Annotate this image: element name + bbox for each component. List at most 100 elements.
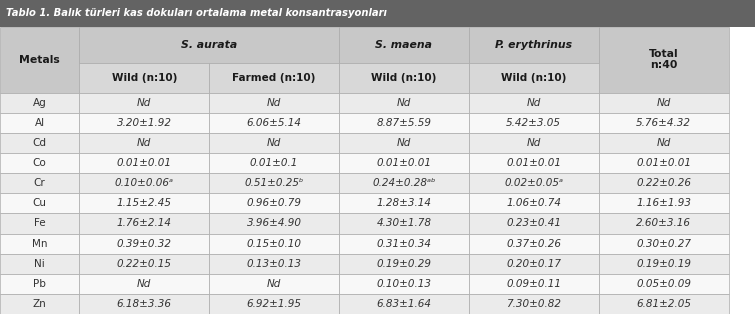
Bar (599, 113, 729, 133)
Bar (79, 193, 209, 214)
Bar (469, 63, 599, 93)
Bar (209, 63, 339, 93)
Text: 0.31±0.34: 0.31±0.34 (377, 239, 431, 249)
Bar (0, 27, 79, 93)
Bar (0, 153, 79, 173)
Bar (469, 294, 599, 314)
Text: Farmed (n:10): Farmed (n:10) (233, 73, 316, 83)
Text: 0.13±0.13: 0.13±0.13 (247, 259, 301, 269)
Text: 4.30±1.78: 4.30±1.78 (377, 219, 431, 229)
Text: S. maena: S. maena (375, 40, 433, 50)
Text: 0.96±0.79: 0.96±0.79 (247, 198, 301, 208)
Text: 3.20±1.92: 3.20±1.92 (117, 118, 171, 128)
Bar (79, 173, 209, 193)
Bar (339, 274, 469, 294)
Text: 3.96±4.90: 3.96±4.90 (247, 219, 301, 229)
Bar (469, 274, 599, 294)
Text: 0.02±0.05ᵃ: 0.02±0.05ᵃ (504, 178, 563, 188)
Text: 0.22±0.15: 0.22±0.15 (117, 259, 171, 269)
Bar (0, 93, 79, 113)
Bar (209, 113, 339, 133)
Text: 0.15±0.10: 0.15±0.10 (247, 239, 301, 249)
Text: 2.60±3.16: 2.60±3.16 (636, 219, 691, 229)
Bar (0, 133, 79, 153)
Text: 0.10±0.06ᵃ: 0.10±0.06ᵃ (115, 178, 174, 188)
Text: 6.83±1.64: 6.83±1.64 (377, 299, 431, 309)
Bar (209, 274, 339, 294)
Text: Cu: Cu (32, 198, 47, 208)
Text: Nd: Nd (396, 98, 411, 108)
Bar (209, 153, 339, 173)
Text: Wild (n:10): Wild (n:10) (501, 73, 566, 83)
Bar (599, 27, 729, 93)
Bar (209, 133, 339, 153)
Text: 1.16±1.93: 1.16±1.93 (636, 198, 691, 208)
Bar (209, 193, 339, 214)
Text: 5.76±4.32: 5.76±4.32 (636, 118, 691, 128)
Text: 0.37±0.26: 0.37±0.26 (507, 239, 561, 249)
Text: Nd: Nd (526, 98, 541, 108)
Text: 0.05±0.09: 0.05±0.09 (636, 279, 691, 289)
Bar (209, 254, 339, 274)
Bar (0, 294, 79, 314)
Bar (599, 234, 729, 254)
Text: Wild (n:10): Wild (n:10) (112, 73, 177, 83)
Text: Nd: Nd (137, 138, 152, 148)
Bar (469, 27, 599, 63)
Bar (0, 173, 79, 193)
Text: Nd: Nd (656, 138, 671, 148)
Bar (209, 173, 339, 193)
Text: Nd: Nd (137, 98, 152, 108)
Text: 6.81±2.05: 6.81±2.05 (636, 299, 691, 309)
Text: Ag: Ag (32, 98, 47, 108)
Bar (339, 93, 469, 113)
Text: 1.28±3.14: 1.28±3.14 (377, 198, 431, 208)
Bar (0, 274, 79, 294)
Text: 0.19±0.29: 0.19±0.29 (377, 259, 431, 269)
Text: 6.18±3.36: 6.18±3.36 (117, 299, 171, 309)
Bar (0, 234, 79, 254)
Text: 0.22±0.26: 0.22±0.26 (636, 178, 691, 188)
Bar (339, 153, 469, 173)
Text: 5.42±3.05: 5.42±3.05 (507, 118, 561, 128)
Bar (339, 214, 469, 234)
Bar (339, 294, 469, 314)
Text: 0.24±0.28ᵃᵇ: 0.24±0.28ᵃᵇ (372, 178, 436, 188)
Text: 0.51±0.25ᵇ: 0.51±0.25ᵇ (245, 178, 304, 188)
Bar (0, 214, 79, 234)
Bar (339, 113, 469, 133)
Text: 0.09±0.11: 0.09±0.11 (507, 279, 561, 289)
Text: Ni: Ni (34, 259, 45, 269)
Text: Cd: Cd (32, 138, 47, 148)
Bar (209, 234, 339, 254)
Bar (0, 0, 755, 27)
Text: 0.01±0.01: 0.01±0.01 (377, 158, 431, 168)
Bar (79, 254, 209, 274)
Text: Nd: Nd (267, 98, 282, 108)
Text: 6.06±5.14: 6.06±5.14 (247, 118, 301, 128)
Text: 0.30±0.27: 0.30±0.27 (636, 239, 691, 249)
Bar (599, 153, 729, 173)
Bar (209, 294, 339, 314)
Text: 0.01±0.01: 0.01±0.01 (507, 158, 561, 168)
Text: 8.87±5.59: 8.87±5.59 (377, 118, 431, 128)
Text: 0.01±0.01: 0.01±0.01 (117, 158, 171, 168)
Bar (599, 294, 729, 314)
Text: Tablo 1. Balık türleri kas dokuları ortalama metal konsantrasyonları: Tablo 1. Balık türleri kas dokuları orta… (6, 8, 387, 18)
Bar (339, 63, 469, 93)
Bar (339, 193, 469, 214)
Bar (0, 113, 79, 133)
Text: Nd: Nd (526, 138, 541, 148)
Text: 7.30±0.82: 7.30±0.82 (507, 299, 561, 309)
Bar (79, 113, 209, 133)
Bar (469, 153, 599, 173)
Text: Fe: Fe (34, 219, 45, 229)
Text: Nd: Nd (267, 279, 282, 289)
Bar (339, 133, 469, 153)
Text: 1.76±2.14: 1.76±2.14 (117, 219, 171, 229)
Text: Total
n:40: Total n:40 (649, 49, 679, 70)
Bar (599, 214, 729, 234)
Bar (599, 93, 729, 113)
Bar (469, 113, 599, 133)
Bar (469, 173, 599, 193)
